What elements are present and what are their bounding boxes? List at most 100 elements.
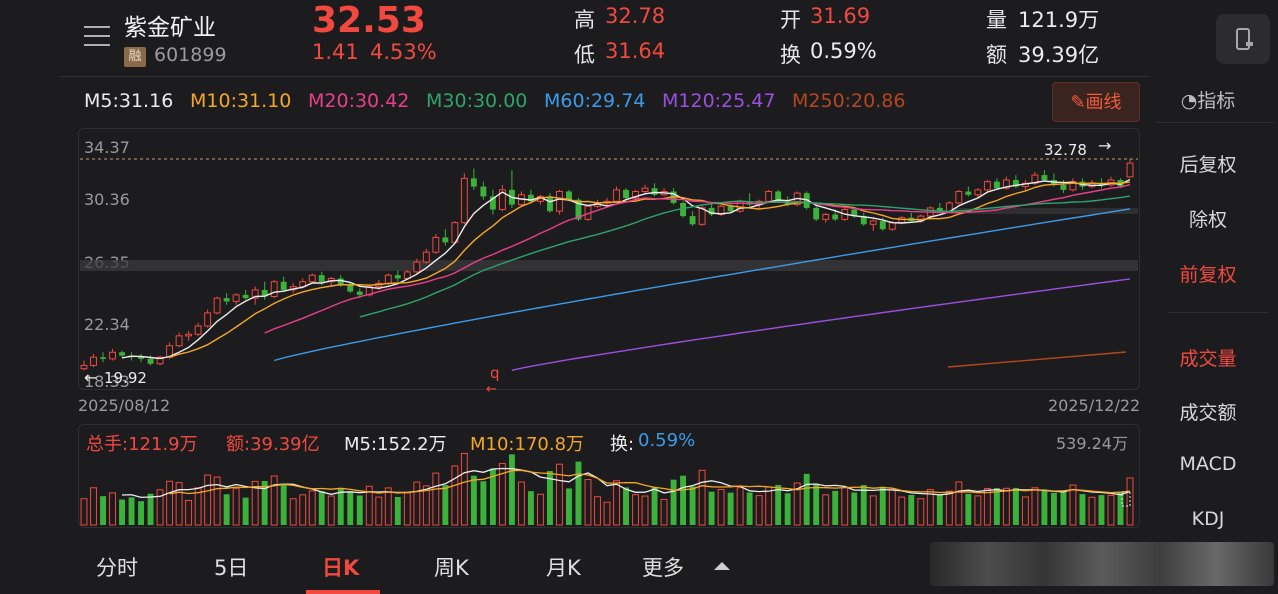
draw-line-button[interactable]: ✎画线 xyxy=(1052,82,1140,122)
divider xyxy=(60,76,1150,77)
price-change-percent: 4.53% xyxy=(370,40,437,64)
sidebar-item-pre-adjusted[interactable]: 前复权 xyxy=(1179,264,1237,286)
volume-bar xyxy=(299,494,307,526)
volume-bar xyxy=(1098,495,1105,525)
sidebar-item-macd[interactable]: MACD xyxy=(1179,453,1237,475)
volume-bar xyxy=(908,494,915,525)
candle-body xyxy=(689,216,696,225)
volume-m10: M10:170.8万 xyxy=(470,434,585,455)
candle-body xyxy=(442,237,449,243)
candle-body xyxy=(432,236,440,253)
ma30-legend: M30:30.00 xyxy=(426,90,528,112)
volume-bar xyxy=(736,487,744,526)
phone-icon xyxy=(1236,28,1253,50)
active-tab-indicator xyxy=(306,590,380,594)
volume-bar xyxy=(517,481,525,526)
price-band-2 xyxy=(950,208,1138,214)
volume-bar xyxy=(90,487,97,526)
tab-monthly-k[interactable]: 月K xyxy=(546,556,581,580)
gauge-icon: ◔ xyxy=(1180,90,1198,112)
candle-body xyxy=(983,181,991,191)
volume-bar xyxy=(632,494,639,526)
volume-bar xyxy=(575,461,582,525)
volume-bar xyxy=(1079,494,1086,525)
volume-bar xyxy=(422,485,430,526)
volume-bar xyxy=(289,498,297,526)
low-label: 低 xyxy=(574,43,595,67)
sidebar-item-post-adjusted[interactable]: 后复权 xyxy=(1179,154,1237,176)
candle-body xyxy=(888,222,896,230)
volume-bar xyxy=(879,486,886,525)
volume-bar xyxy=(584,479,592,526)
volume-bar xyxy=(793,482,801,526)
volume-bar xyxy=(460,452,468,526)
candle-body xyxy=(623,189,629,199)
volume-total: 总手:121.9万 xyxy=(86,434,198,455)
draw-line-label: 画线 xyxy=(1085,92,1122,113)
ma20-line xyxy=(264,184,1131,334)
candle-body xyxy=(832,214,839,220)
kline-frame[interactable] xyxy=(78,128,1140,390)
volume-bar xyxy=(1012,487,1019,525)
candle-body xyxy=(413,261,421,273)
marker-arrow-icon: ← xyxy=(486,382,497,397)
volume-bar xyxy=(556,463,563,526)
ma10-legend: M10:31.10 xyxy=(190,90,292,112)
high-mark-label: 32.78 xyxy=(1044,141,1087,159)
sidebar-item-ex-rights[interactable]: 除权 xyxy=(1188,209,1227,231)
candle-body xyxy=(546,196,553,212)
candle-body xyxy=(470,178,477,187)
ma120-line xyxy=(511,278,1131,371)
tab-more[interactable]: 更多 xyxy=(642,556,684,580)
start-date: 2025/08/12 xyxy=(78,396,171,415)
turnover-legend-label: 换: xyxy=(610,434,635,455)
price-band xyxy=(80,260,1138,271)
stock-code: 601899 xyxy=(154,44,227,66)
turnover-value: 0.59% xyxy=(810,39,877,63)
low-mark-label: 19.92 xyxy=(104,369,147,387)
volume-bar xyxy=(1088,496,1096,526)
candle-body xyxy=(680,202,687,217)
volume-bar xyxy=(261,481,268,525)
sidebar-item-kdj[interactable]: KDJ xyxy=(1191,508,1225,530)
candle-body xyxy=(879,221,886,230)
volume-bar xyxy=(508,454,515,525)
candle-body xyxy=(213,297,221,314)
candle-body xyxy=(138,357,145,359)
tab-5day[interactable]: 5日 xyxy=(214,556,249,580)
sidebar-item-volume[interactable]: 成交量 xyxy=(1179,348,1237,370)
tab-weekly-k[interactable]: 周K xyxy=(434,556,469,580)
volume-bar xyxy=(993,488,1000,525)
volume-bar xyxy=(594,496,601,526)
candle-body xyxy=(156,356,164,365)
menu-icon[interactable] xyxy=(84,26,110,48)
candle-body xyxy=(1002,179,1010,189)
tab-daily-k[interactable]: 日K xyxy=(322,556,360,580)
volume-bar xyxy=(451,465,459,526)
volume-label: 量 xyxy=(986,8,1007,32)
dividend-marker-icon[interactable]: q xyxy=(490,364,500,382)
indicator-button[interactable]: ◔指标 xyxy=(1160,86,1256,113)
volume-frame[interactable] xyxy=(78,424,1140,528)
device-toggle-button[interactable] xyxy=(1216,14,1270,64)
volume-bar xyxy=(119,499,125,525)
volume-bar xyxy=(813,484,820,525)
candle-body xyxy=(765,190,773,202)
volume-bar xyxy=(917,498,925,526)
tab-intraday[interactable]: 分时 xyxy=(96,556,138,580)
volume-bar xyxy=(1069,484,1077,526)
volume-bar xyxy=(670,479,677,525)
margin-badge: 融 xyxy=(124,47,146,67)
volume-bar xyxy=(384,487,392,526)
volume-bar xyxy=(308,490,316,526)
sidebar-item-turnover-amount[interactable]: 成交额 xyxy=(1179,402,1237,424)
volume-bar xyxy=(755,495,763,526)
cursor-marker xyxy=(1121,491,1131,507)
volume-bar xyxy=(327,495,335,526)
ma60-line xyxy=(274,208,1131,362)
volume-bar xyxy=(185,499,193,526)
caret-up-icon[interactable] xyxy=(714,562,730,570)
volume-bar xyxy=(708,491,715,525)
stock-name: 紫金矿业 xyxy=(124,15,216,41)
